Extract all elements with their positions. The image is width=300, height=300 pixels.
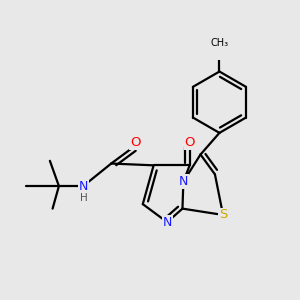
Text: O: O (130, 136, 141, 149)
Text: N: N (179, 175, 188, 188)
Text: CH₃: CH₃ (210, 38, 229, 48)
Text: O: O (184, 136, 195, 149)
Text: N: N (162, 216, 172, 229)
Text: H: H (80, 193, 88, 202)
Text: S: S (219, 208, 227, 221)
Text: N: N (79, 180, 88, 193)
